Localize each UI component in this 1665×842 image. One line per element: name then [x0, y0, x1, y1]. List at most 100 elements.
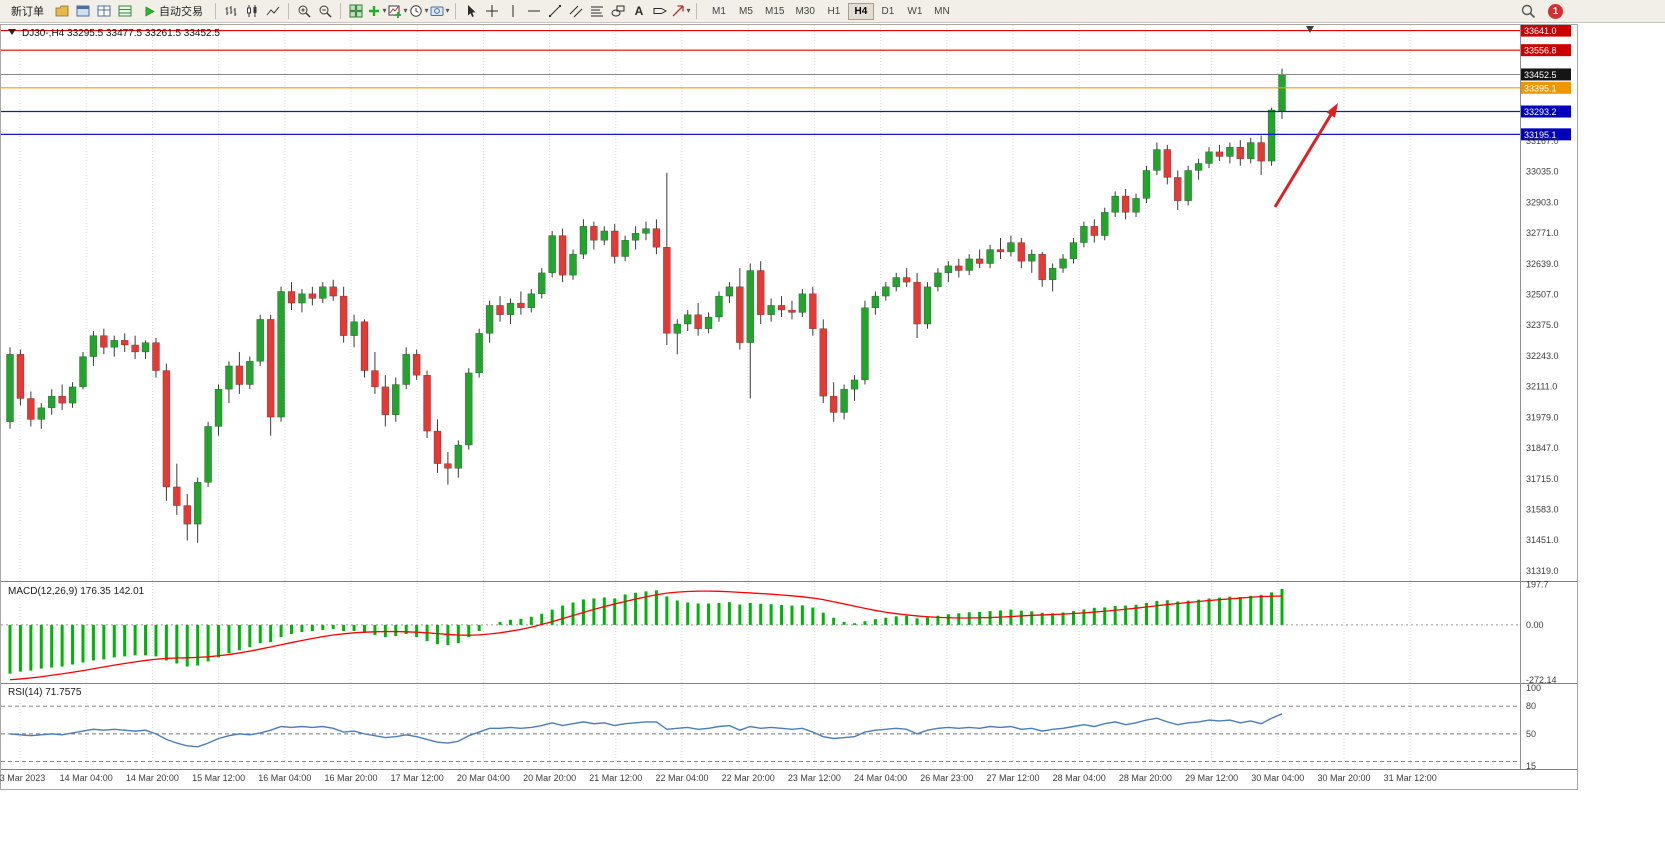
- crosshair-icon[interactable]: [482, 2, 502, 21]
- cursor-icon[interactable]: [461, 2, 481, 21]
- svg-text:27 Mar 12:00: 27 Mar 12:00: [986, 773, 1039, 783]
- trendline-icon[interactable]: [545, 2, 565, 21]
- fibonacci-icon[interactable]: [587, 2, 607, 21]
- auto-trading-button[interactable]: 自动交易: [136, 2, 210, 21]
- shift-marker-icon[interactable]: [1306, 26, 1314, 33]
- svg-text:16 Mar 04:00: 16 Mar 04:00: [258, 773, 311, 783]
- rsi-pane[interactable]: 100 80 50 15 RSI(14) 71.7575: [1, 683, 1541, 771]
- svg-text:33556.8: 33556.8: [1524, 46, 1557, 56]
- candle-body: [840, 388, 848, 413]
- line-chart-icon[interactable]: [263, 2, 283, 21]
- candle-body: [1278, 74, 1286, 112]
- svg-text:30 Mar 04:00: 30 Mar 04:00: [1251, 773, 1304, 783]
- svg-text:32771.0: 32771.0: [1526, 228, 1559, 238]
- candle-body: [1101, 212, 1109, 236]
- candle-body: [642, 228, 650, 234]
- svg-text:20 Mar 04:00: 20 Mar 04:00: [457, 773, 510, 783]
- bar-chart-icon[interactable]: [221, 2, 241, 21]
- profiles-icon[interactable]: [73, 2, 93, 21]
- candle-body: [746, 270, 755, 343]
- candle-body: [485, 305, 494, 334]
- candle-body: [1121, 195, 1130, 213]
- candle-body: [266, 319, 275, 418]
- candle-body: [1090, 226, 1099, 236]
- svg-text:50: 50: [1526, 729, 1536, 739]
- candle-body: [652, 228, 661, 248]
- label-icon[interactable]: [650, 2, 670, 21]
- candle-body: [214, 388, 223, 427]
- tf-m30[interactable]: M30: [795, 5, 815, 17]
- candle-body: [162, 370, 171, 488]
- svg-text:15 Mar 12:00: 15 Mar 12:00: [192, 773, 245, 783]
- candle-body: [235, 365, 244, 385]
- candle-body: [1153, 149, 1161, 171]
- svg-text:33293.2: 33293.2: [1524, 107, 1557, 117]
- vertical-line-icon[interactable]: [503, 2, 523, 21]
- candle-body: [558, 235, 567, 276]
- chart-canvas[interactable]: 33641.0 33556.8 33395.1 33293.2 33195.1 33452…: [0, 24, 1665, 790]
- arrow-annotation-head[interactable]: [1326, 103, 1338, 118]
- candle-body: [537, 272, 546, 295]
- candle-body: [934, 272, 942, 288]
- svg-text:28 Mar 20:00: 28 Mar 20:00: [1119, 773, 1172, 783]
- shapes-icon[interactable]: [608, 2, 628, 21]
- svg-text:31319.0: 31319.0: [1526, 566, 1559, 576]
- svg-text:32111.0: 32111.0: [1526, 382, 1557, 392]
- price-line-badge: [1521, 44, 1571, 57]
- terminal-icon[interactable]: [115, 2, 135, 21]
- tf-m5[interactable]: M5: [739, 5, 753, 17]
- candle-body: [913, 281, 921, 325]
- svg-text:33641.0: 33641.0: [1524, 26, 1557, 36]
- candle-body: [819, 328, 827, 397]
- clock-icon[interactable]: ▾: [409, 2, 429, 21]
- candles[interactable]: [6, 68, 1286, 543]
- macd-pane[interactable]: 197.7 0.00 -272.14 MACD(12,26,9) 176.35 142…: [1, 580, 1557, 686]
- search-icon[interactable]: [1518, 2, 1538, 21]
- svg-text:22 Mar 04:00: 22 Mar 04:00: [655, 773, 708, 783]
- dropdown-caret-icon: ▾: [382, 6, 387, 15]
- price-axis[interactable]: 33167.0 33035.0 32903.0 32771.0 32639.0 32507…: [1526, 136, 1559, 576]
- candle-body: [579, 226, 588, 255]
- candlestick-chart-icon[interactable]: [242, 2, 262, 21]
- candle-body: [433, 430, 442, 464]
- svg-text:14 Mar 20:00: 14 Mar 20:00: [126, 773, 179, 783]
- new-order-button[interactable]: 新订单: [4, 2, 51, 21]
- tf-d1[interactable]: D1: [881, 5, 895, 17]
- candle-body: [329, 286, 337, 297]
- candle-body: [277, 291, 285, 418]
- svg-text:31979.0: 31979.0: [1526, 412, 1559, 422]
- notification-badge[interactable]: 1: [1548, 3, 1563, 19]
- svg-text:17 Mar 12:00: 17 Mar 12:00: [391, 773, 444, 783]
- tf-m15[interactable]: M15: [765, 5, 785, 17]
- chart-templates-icon[interactable]: [52, 2, 72, 21]
- objects-icon[interactable]: ▾: [671, 2, 691, 21]
- candle-body: [610, 230, 619, 257]
- zoom-in-icon[interactable]: [294, 2, 314, 21]
- equidistant-channel-icon[interactable]: [566, 2, 586, 21]
- tf-mn[interactable]: MN: [934, 5, 950, 17]
- text-icon[interactable]: A: [634, 4, 644, 18]
- svg-text:15: 15: [1526, 761, 1536, 771]
- candle-body: [298, 293, 306, 304]
- svg-text:31847.0: 31847.0: [1526, 443, 1559, 453]
- tf-h1[interactable]: H1: [827, 5, 841, 17]
- tile-windows-icon[interactable]: [346, 2, 366, 21]
- candle-body: [1142, 170, 1151, 199]
- indicators-icon[interactable]: ▾: [367, 2, 387, 21]
- svg-text:20 Mar 20:00: 20 Mar 20:00: [523, 773, 576, 783]
- new-chart-icon[interactable]: ▾: [388, 2, 408, 21]
- data-window-icon[interactable]: [94, 2, 114, 21]
- svg-text:32243.0: 32243.0: [1526, 351, 1559, 361]
- tf-m1[interactable]: M1: [712, 5, 726, 17]
- time-axis[interactable]: 13 Mar 2023 14 Mar 04:00 14 Mar 20:00 15 Ma…: [0, 773, 1437, 783]
- price-line-badge: [1521, 81, 1571, 94]
- candle-body: [1069, 242, 1078, 260]
- horizontal-line-icon[interactable]: [524, 2, 544, 21]
- arrow-annotation[interactable]: [1273, 109, 1335, 208]
- candle-body: [16, 354, 25, 399]
- tf-h4[interactable]: H4: [847, 2, 874, 20]
- tf-w1[interactable]: W1: [907, 5, 923, 17]
- snapshot-icon[interactable]: ▾: [430, 2, 450, 21]
- zoom-out-icon[interactable]: [315, 2, 335, 21]
- collapse-triangle-icon[interactable]: [8, 29, 16, 35]
